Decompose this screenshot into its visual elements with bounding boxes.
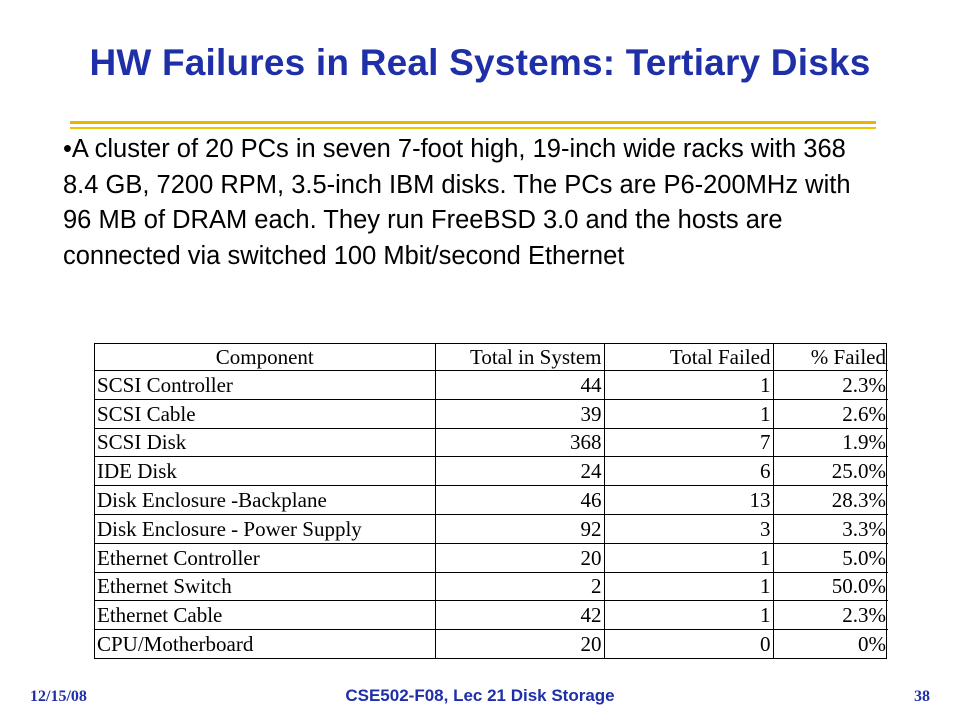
cell-component: IDE Disk — [95, 456, 436, 487]
column-header-percent-failed: % Failed — [773, 344, 888, 371]
cell-component: CPU/Motherboard — [95, 629, 436, 658]
cell-percent-failed: 2.6% — [773, 399, 888, 429]
table-row: Ethernet Controller 20 1 5.0% — [95, 543, 888, 573]
column-header-component: Component — [95, 344, 436, 371]
cell-total-failed: 1 — [604, 543, 774, 573]
column-header-total-in-system: Total in System — [435, 344, 605, 371]
cell-total-in-system: 2 — [435, 572, 605, 602]
table-header-row: Component Total in System Total Failed %… — [95, 344, 888, 371]
cell-total-in-system: 368 — [435, 428, 605, 458]
cell-total-failed: 1 — [604, 399, 774, 429]
cell-component: Ethernet Switch — [95, 572, 436, 602]
cell-total-failed: 1 — [604, 572, 774, 602]
cell-total-in-system: 92 — [435, 514, 605, 544]
table-row: CPU/Motherboard 20 0 0% — [95, 629, 888, 658]
cell-total-in-system: 46 — [435, 485, 605, 515]
cell-percent-failed: 1.9% — [773, 428, 888, 458]
table-row: Disk Enclosure - Power Supply 92 3 3.3% — [95, 514, 888, 544]
cell-component: Ethernet Controller — [95, 543, 436, 573]
cell-component: Disk Enclosure -Backplane — [95, 485, 436, 515]
title-underline — [70, 121, 876, 124]
cell-component: SCSI Cable — [95, 399, 436, 429]
cell-total-failed: 1 — [604, 370, 774, 400]
cell-total-failed: 13 — [604, 485, 774, 515]
table-row: SCSI Cable 39 1 2.6% — [95, 399, 888, 429]
cell-component: Disk Enclosure - Power Supply — [95, 514, 436, 544]
cell-percent-failed: 2.3% — [773, 370, 888, 400]
bullet-text: •A cluster of 20 PCs in seven 7-foot hig… — [63, 135, 851, 270]
title-underline-secondary — [70, 127, 876, 129]
cell-total-in-system: 39 — [435, 399, 605, 429]
footer-page-number: 38 — [914, 688, 930, 705]
cell-total-in-system: 20 — [435, 543, 605, 573]
cell-total-failed: 6 — [604, 456, 774, 487]
cell-percent-failed: 3.3% — [773, 514, 888, 544]
cell-percent-failed: 2.3% — [773, 600, 888, 631]
cell-total-in-system: 20 — [435, 629, 605, 658]
cell-component: SCSI Controller — [95, 370, 436, 400]
table-row: Disk Enclosure -Backplane 46 13 28.3% — [95, 485, 888, 515]
cell-total-in-system: 44 — [435, 370, 605, 400]
cell-total-failed: 3 — [604, 514, 774, 544]
table-row: SCSI Disk 368 7 1.9% — [95, 428, 888, 458]
failure-table-grid: Component Total in System Total Failed %… — [95, 344, 888, 658]
footer-course: CSE502-F08, Lec 21 Disk Storage — [345, 686, 615, 705]
cell-percent-failed: 25.0% — [773, 456, 888, 487]
table-row: IDE Disk 24 6 25.0% — [95, 456, 888, 487]
footer-date: 12/15/08 — [30, 688, 87, 705]
slide-title: HW Failures in Real Systems: Tertiary Di… — [89, 42, 871, 83]
cell-component: Ethernet Cable — [95, 600, 436, 631]
cell-total-failed: 0 — [604, 629, 774, 658]
cell-percent-failed: 5.0% — [773, 543, 888, 573]
cell-percent-failed: 28.3% — [773, 485, 888, 515]
cell-total-in-system: 24 — [435, 456, 605, 487]
cell-percent-failed: 0% — [858, 632, 886, 657]
cell-percent-failed: 50.0% — [773, 572, 888, 602]
cell-total-failed: 7 — [604, 428, 774, 458]
table-row: SCSI Controller 44 1 2.3% — [95, 370, 888, 400]
column-header-total-failed: Total Failed — [604, 344, 774, 371]
cell-total-in-system: 42 — [435, 600, 605, 631]
cell-component: SCSI Disk — [95, 428, 436, 458]
table-row: Ethernet Cable 42 1 2.3% — [95, 600, 888, 631]
table-row: Ethernet Switch 2 1 50.0% — [95, 572, 888, 602]
cell-total-failed: 1 — [604, 600, 774, 631]
failure-table: Component Total in System Total Failed %… — [94, 343, 888, 659]
